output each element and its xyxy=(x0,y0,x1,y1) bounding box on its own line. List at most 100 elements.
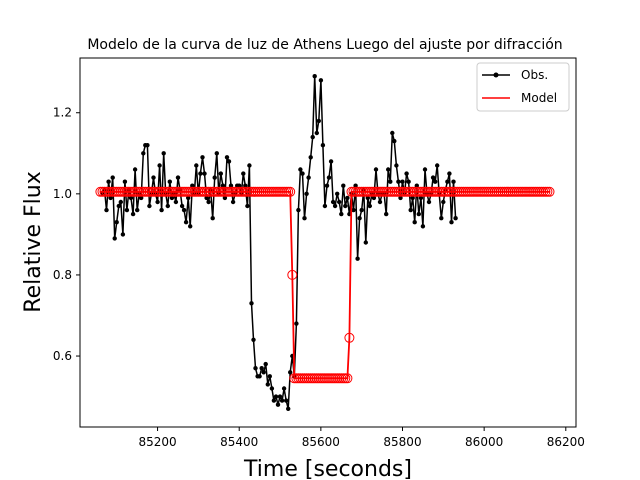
observed-point xyxy=(259,366,264,371)
observed-point xyxy=(161,151,166,156)
observed-point xyxy=(151,175,156,180)
observed-point xyxy=(386,167,391,172)
observed-point xyxy=(441,199,446,205)
observed-point xyxy=(128,195,134,201)
observed-point xyxy=(237,183,242,188)
observed-point xyxy=(122,179,128,184)
model-point xyxy=(344,332,355,343)
x-tick-label: 85600 xyxy=(302,435,340,449)
observed-point xyxy=(377,199,383,205)
observed-point xyxy=(275,402,281,407)
observed-line xyxy=(101,75,457,410)
observed-point xyxy=(132,167,138,172)
observed-point xyxy=(224,155,230,160)
model-point xyxy=(285,186,296,197)
y-axis-ticks: 0.6 0.8 1.0 1.2 xyxy=(53,106,80,363)
observed-point xyxy=(167,179,172,184)
observed-point xyxy=(222,195,228,201)
observed-point xyxy=(106,179,111,184)
observed-point xyxy=(373,167,379,172)
observed-point xyxy=(304,191,309,196)
observed-point xyxy=(314,130,319,136)
plot-frame xyxy=(79,57,577,428)
observed-point xyxy=(335,191,340,196)
observed-point xyxy=(300,171,305,176)
observed-point xyxy=(353,183,358,188)
y-tick-label: 1.0 xyxy=(53,187,72,201)
legend: Obs. Model xyxy=(476,62,570,112)
observed-point xyxy=(165,203,170,209)
observed-point xyxy=(447,171,452,176)
observed-point xyxy=(169,195,175,201)
observed-point xyxy=(406,179,411,184)
model-point xyxy=(544,186,555,197)
observed-point xyxy=(341,183,346,188)
observed-point xyxy=(145,143,150,148)
observed-point xyxy=(228,183,234,188)
observed-point xyxy=(271,398,277,403)
observed-point xyxy=(281,386,287,391)
observed-point xyxy=(116,203,122,209)
observed-point xyxy=(445,179,450,184)
observed-point xyxy=(439,216,444,221)
observed-point xyxy=(284,398,289,403)
observed-point xyxy=(230,199,236,205)
x-tick-label: 85400 xyxy=(220,435,258,449)
observed-point xyxy=(388,179,393,184)
observed-point xyxy=(422,167,428,172)
observed-point xyxy=(245,203,250,209)
observed-point xyxy=(365,195,370,201)
observed-point xyxy=(210,216,215,221)
observed-point xyxy=(181,207,187,213)
observed-point xyxy=(214,151,219,156)
observed-point xyxy=(322,203,328,209)
legend-obs-marker xyxy=(493,72,499,78)
observed-point xyxy=(202,171,207,176)
observed-point xyxy=(396,179,401,184)
observed-point xyxy=(310,134,315,140)
observed-point xyxy=(175,175,181,180)
observed-point xyxy=(139,195,144,201)
observed-point xyxy=(400,179,405,184)
observed-point xyxy=(339,211,344,217)
legend-obs-label: Obs. xyxy=(521,68,548,82)
observed-point xyxy=(363,240,368,245)
observed-point xyxy=(371,195,377,201)
observed-point xyxy=(294,321,299,326)
observed-point xyxy=(398,195,403,201)
observed-point xyxy=(124,207,130,213)
observed-point xyxy=(330,199,336,205)
observed-point xyxy=(269,386,275,391)
observed-point xyxy=(279,398,285,403)
x-tick-label: 85200 xyxy=(138,435,176,449)
observed-point xyxy=(204,195,209,201)
observed-point xyxy=(394,163,399,168)
observed-point xyxy=(147,203,152,209)
observed-point xyxy=(212,175,217,180)
observed-point xyxy=(159,207,164,213)
plot-area xyxy=(80,58,576,427)
observed-point xyxy=(416,211,421,217)
observed-point xyxy=(200,155,205,160)
observed-point xyxy=(320,143,326,148)
y-tick-label: 1.2 xyxy=(53,106,72,120)
observed-point xyxy=(104,207,109,213)
observed-point xyxy=(324,183,330,188)
observed-point xyxy=(306,175,311,180)
observed-point xyxy=(345,195,350,201)
observed-point xyxy=(351,207,356,213)
observed-point xyxy=(453,216,458,221)
observed-point xyxy=(183,220,189,225)
observed-point xyxy=(118,199,124,205)
observed-point xyxy=(243,183,248,188)
observed-point xyxy=(367,203,372,209)
observed-point xyxy=(414,183,419,188)
observed-point xyxy=(298,167,303,172)
observed-point xyxy=(302,216,307,221)
observed-point xyxy=(277,394,283,399)
observed-point xyxy=(390,130,395,136)
x-tick-label: 86200 xyxy=(547,435,585,449)
observed-point xyxy=(226,159,232,164)
observed-point xyxy=(141,151,146,156)
observed-point xyxy=(318,78,324,83)
